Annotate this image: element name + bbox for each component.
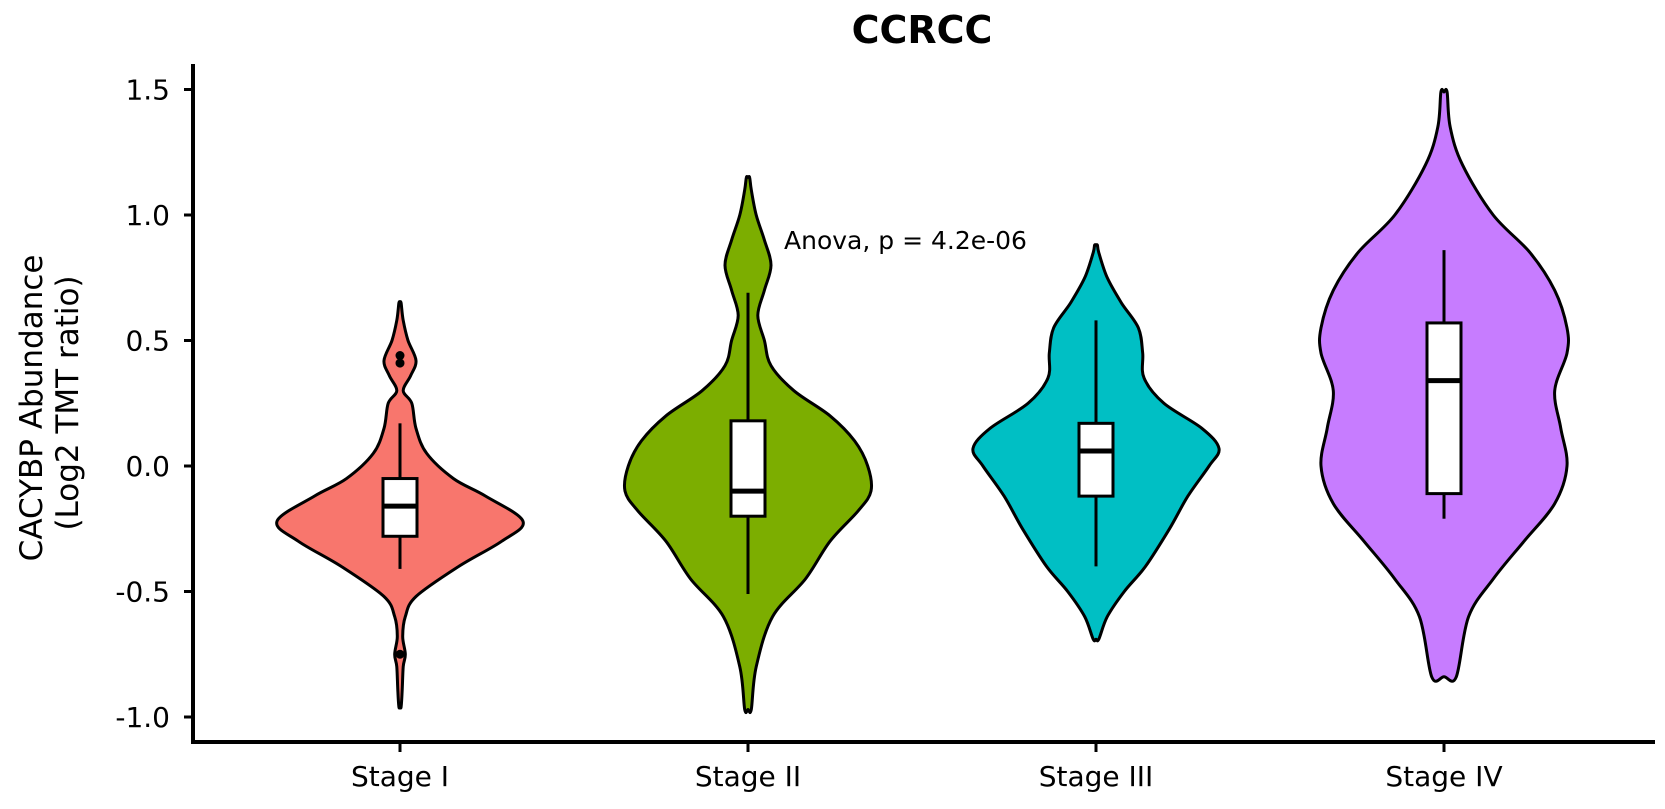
x-tick-label: Stage III [1039, 760, 1154, 793]
y-axis-title: CACYBP Abundance (Log2 TMT ratio) [14, 245, 86, 562]
chart-title: CCRCC [852, 8, 993, 52]
box-iqr [729, 419, 767, 518]
violin-group [275, 300, 525, 710]
plot-area [275, 87, 1570, 715]
y-axis-title-line-1: CACYBP Abundance [14, 255, 50, 562]
box-iqr [1077, 421, 1115, 498]
violin-group [971, 243, 1221, 643]
y-tick-label: -1.0 [115, 701, 170, 734]
y-tick-label: -0.5 [115, 576, 170, 609]
violin-group [622, 174, 874, 715]
outlier-point [395, 358, 405, 368]
violin-group [1318, 87, 1570, 683]
y-tick-label: 0.5 [125, 325, 170, 358]
box-iqr [1425, 321, 1463, 496]
anova-annotation: Anova, p = 4.2e-06 [784, 226, 1027, 255]
x-tick-label: Stage I [351, 760, 449, 793]
y-tick-label: 1.5 [125, 74, 170, 107]
y-tick-label: 0.0 [125, 450, 170, 483]
x-axis-ticks: Stage I Stage II Stage III Stage IV [351, 742, 1503, 793]
y-axis-title-line-2: (Log2 TMT ratio) [50, 275, 86, 530]
x-tick-label: Stage IV [1385, 760, 1502, 793]
outlier-point [395, 351, 405, 361]
y-tick-label: 1.0 [125, 199, 170, 232]
y-axis-ticks: 1.5 1.0 0.5 0.0 -0.5 -1.0 [115, 74, 193, 734]
x-tick-label: Stage II [695, 760, 801, 793]
outlier-point [395, 649, 405, 659]
